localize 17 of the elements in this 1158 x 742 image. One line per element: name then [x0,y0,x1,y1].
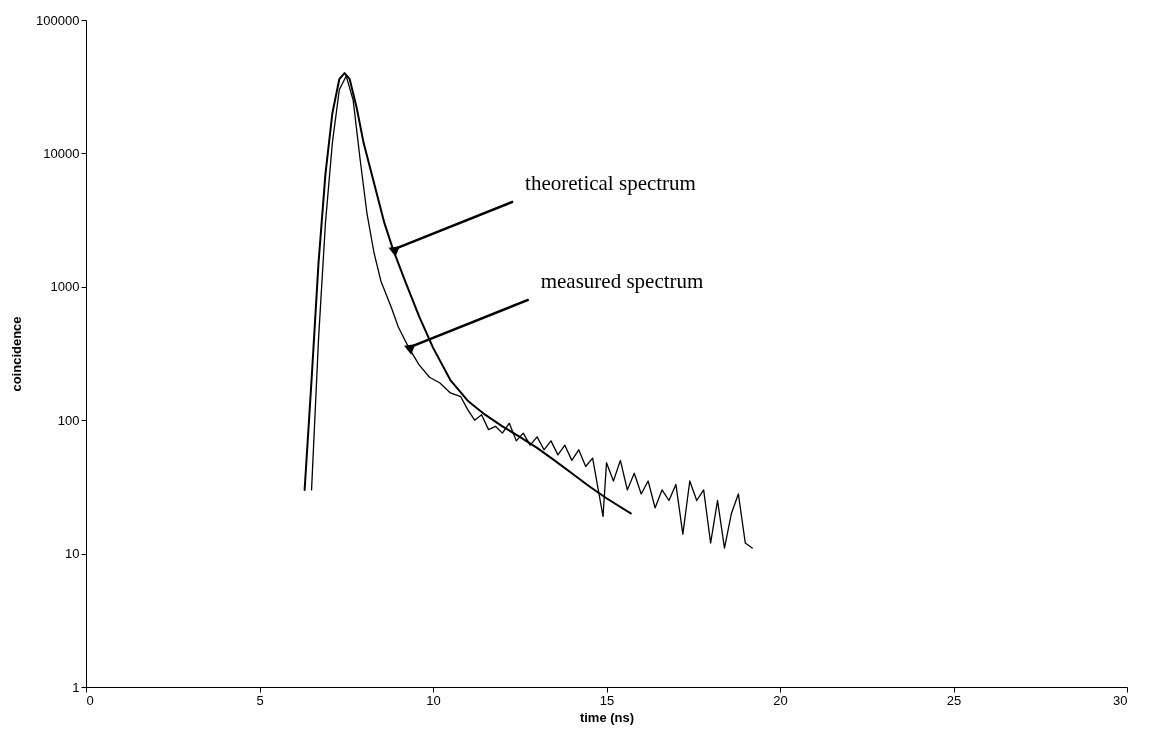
x-tick-label: 30 [1113,692,1128,708]
y-tick-label: 10000 [43,145,80,161]
y-tick-label: 100 [57,412,80,428]
y-tick-label: 100000 [36,12,80,28]
y-tick-label: 1000 [50,279,80,295]
x-tick-label: 25 [946,692,962,708]
x-tick-label: 0 [86,692,94,708]
annotation: measured spectrum [540,268,704,293]
x-tick-label: 5 [256,692,264,708]
y-tick-label: 1 [72,679,80,695]
x-tick-label: 10 [426,692,441,708]
x-tick-label: 15 [599,692,615,708]
annotation: theoretical spectrum [525,170,696,195]
x-tick-label: 20 [773,692,788,708]
y-tick-label: 10 [65,546,80,562]
x-axis-title: time (ns) [579,709,635,725]
y-axis-title: coincidence [9,316,25,392]
